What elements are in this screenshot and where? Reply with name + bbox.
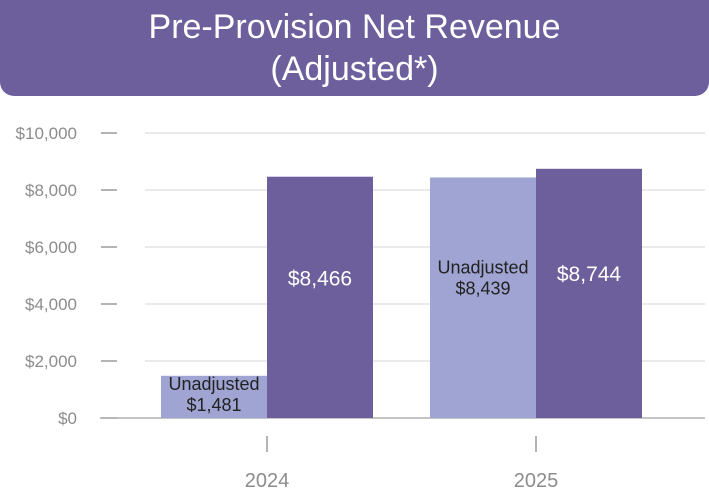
bar-data-label: Unadjusted bbox=[437, 258, 528, 278]
bar-data-label: $8,744 bbox=[557, 263, 622, 286]
y-tick-label: $4,000 bbox=[25, 295, 77, 314]
bar-adjusted-2024 bbox=[267, 176, 373, 418]
bar-adjusted-2025 bbox=[536, 168, 642, 418]
bar-unadjusted-2024 bbox=[161, 375, 267, 418]
bar-data-label: $8,439 bbox=[455, 279, 510, 299]
bar-unadjusted-2025 bbox=[430, 177, 536, 418]
y-tick-label: $6,000 bbox=[25, 238, 77, 257]
bar-data-label: $1,481 bbox=[186, 395, 241, 415]
x-category-label: 2025 bbox=[514, 470, 559, 492]
x-category-label: 2024 bbox=[245, 470, 290, 492]
y-tick-label: $10,000 bbox=[16, 124, 77, 143]
bar-data-label: Unadjusted bbox=[168, 374, 259, 394]
chart-title-banner: Pre-Provision Net Revenue (Adjusted*) bbox=[0, 0, 709, 96]
chart-title-line2: (Adjusted*) bbox=[270, 50, 439, 88]
y-tick-label: $0 bbox=[58, 409, 77, 428]
y-tick-label: $8,000 bbox=[25, 181, 77, 200]
chart-title-line1: Pre-Provision Net Revenue bbox=[148, 8, 561, 46]
y-tick-label: $2,000 bbox=[25, 352, 77, 371]
bar-data-label: $8,466 bbox=[288, 267, 352, 290]
